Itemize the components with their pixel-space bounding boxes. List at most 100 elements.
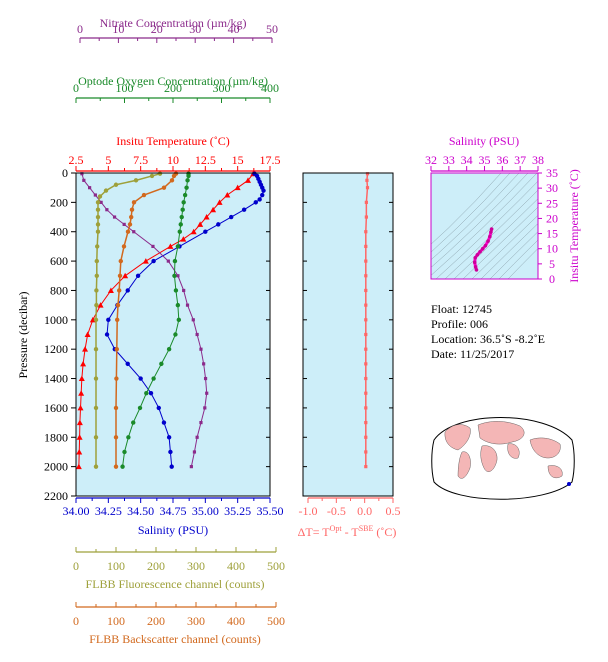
pressure-tick-label: 1200 bbox=[44, 342, 68, 356]
ts-point bbox=[474, 268, 479, 272]
pressure-tick-label: 1800 bbox=[44, 430, 68, 444]
salinity-axis-tick-label: 34.50 bbox=[127, 504, 154, 518]
ts-point bbox=[488, 234, 492, 239]
ts-temperature-tick-label: 5 bbox=[549, 257, 555, 271]
data-point bbox=[121, 244, 127, 249]
data-point bbox=[245, 177, 252, 183]
salinity-axis-tick-label: 35.25 bbox=[224, 504, 251, 518]
data-point bbox=[179, 214, 184, 220]
fluorescence-axis-tick-label: 0 bbox=[73, 559, 79, 573]
isopycnal-line bbox=[471, 214, 538, 279]
data-point bbox=[129, 214, 134, 220]
data-point bbox=[364, 303, 368, 307]
fluorescence-axis-tick-label: 200 bbox=[147, 559, 165, 573]
data-point bbox=[365, 178, 369, 182]
pressure-tick-label: 800 bbox=[50, 283, 68, 297]
data-point bbox=[131, 200, 137, 205]
backscatter-axis-title: FLBB Backscatter channel (counts) bbox=[89, 632, 261, 646]
delta-t-axis-tick-label: 0.5 bbox=[386, 504, 401, 518]
ts-salinity-axis-tick-label: 34 bbox=[461, 153, 473, 167]
data-point bbox=[364, 318, 368, 322]
data-point bbox=[364, 215, 368, 219]
ts-salinity-axis-tick-label: 36 bbox=[496, 153, 508, 167]
data-point bbox=[138, 376, 143, 381]
data-point bbox=[93, 317, 99, 323]
data-point bbox=[167, 243, 174, 249]
data-point bbox=[122, 449, 127, 455]
data-point bbox=[364, 391, 368, 395]
data-point bbox=[99, 200, 103, 204]
isopycnal-line bbox=[489, 231, 538, 279]
data-point bbox=[364, 347, 368, 351]
temperature-axis-tick-label: 10 bbox=[167, 153, 179, 167]
data-point bbox=[364, 465, 368, 469]
data-point bbox=[88, 186, 92, 190]
data-point bbox=[137, 405, 143, 411]
salinity-axis-tick-label: 35.00 bbox=[192, 504, 219, 518]
pressure-tick-label: 1600 bbox=[44, 401, 68, 415]
data-point bbox=[181, 200, 186, 205]
data-point bbox=[203, 214, 210, 220]
data-point bbox=[364, 230, 368, 234]
ts-salinity-axis-tick-label: 33 bbox=[443, 153, 455, 167]
data-point bbox=[364, 288, 368, 293]
data-point bbox=[178, 222, 183, 227]
ts-temperature-tick-label: 35 bbox=[546, 166, 558, 180]
data-point bbox=[78, 390, 85, 396]
backscatter-axis: 0 100 200 300 400 500 bbox=[73, 602, 285, 628]
data-point bbox=[97, 302, 104, 308]
data-point bbox=[169, 178, 175, 183]
pressure-tick-label: 200 bbox=[50, 195, 68, 209]
data-point bbox=[75, 463, 82, 470]
nitrate-axis: 0 10 20 30 40 50 bbox=[77, 22, 278, 43]
data-point bbox=[112, 215, 117, 219]
fluorescence-axis-tick-label: 300 bbox=[187, 559, 205, 573]
data-point bbox=[76, 419, 83, 426]
data-point bbox=[114, 346, 120, 352]
data-point bbox=[185, 178, 190, 183]
pressure-axis-title: Pressure (decibar) bbox=[16, 292, 30, 379]
delta-t-axis-tick-label: -0.5 bbox=[327, 504, 346, 518]
ts-temperature-tick-label: 20 bbox=[546, 211, 558, 225]
salinity-axis-tick-label: 34.25 bbox=[95, 504, 122, 518]
data-point bbox=[113, 182, 119, 187]
data-point bbox=[127, 222, 133, 227]
nitrate-axis-tick-label: 20 bbox=[151, 22, 163, 36]
data-point bbox=[157, 171, 163, 176]
delta-t-frame bbox=[302, 172, 394, 497]
data-point bbox=[105, 208, 109, 212]
data-point bbox=[148, 391, 154, 396]
series-t bbox=[364, 172, 370, 469]
temperature-axis-tick-label: 15 bbox=[232, 153, 244, 167]
data-point bbox=[94, 302, 99, 308]
oxygen-axis-title: Optode Oxygen Concentration (µm/kg) bbox=[78, 74, 268, 88]
oxygen-axis-tick-label: 100 bbox=[116, 81, 134, 95]
ts-temperature-axis-title: Insitu Temperature (˚C) bbox=[567, 169, 581, 283]
data-point bbox=[364, 200, 368, 204]
data-point bbox=[104, 332, 110, 337]
profile-series bbox=[75, 170, 370, 470]
data-point bbox=[159, 361, 164, 367]
data-point bbox=[190, 228, 197, 235]
salinity-axis: 34.00 34.25 34.50 34.75 35.00 35.25 35.50 bbox=[63, 497, 284, 518]
series-line bbox=[365, 173, 369, 467]
float-info: Float: 12745 Profile: 006 Location: 36.5… bbox=[431, 302, 545, 362]
pressure-tick-label: 1000 bbox=[44, 313, 68, 327]
ts-salinity-axis: 32 33 34 35 36 37 38 bbox=[425, 153, 544, 172]
data-point bbox=[122, 272, 129, 279]
fluorescence-axis-title: FLBB Fluorescence channel (counts) bbox=[86, 577, 265, 591]
location: Location: 36.5˚S -8.2˚E bbox=[431, 332, 545, 346]
series-flbb-fluorescence-channel bbox=[93, 171, 163, 469]
oxygen-axis-tick-label: 0 bbox=[73, 81, 79, 95]
data-point bbox=[365, 186, 370, 190]
data-point bbox=[78, 375, 85, 382]
data-point bbox=[169, 464, 174, 469]
data-point bbox=[161, 185, 167, 190]
delta-t-plot-area bbox=[303, 173, 393, 496]
data-point bbox=[117, 288, 122, 293]
data-point bbox=[114, 376, 119, 381]
data-point bbox=[195, 332, 199, 337]
ts-scatter bbox=[472, 227, 494, 272]
temperature-axis-tick-label: 5 bbox=[105, 153, 111, 167]
data-point bbox=[82, 346, 89, 352]
